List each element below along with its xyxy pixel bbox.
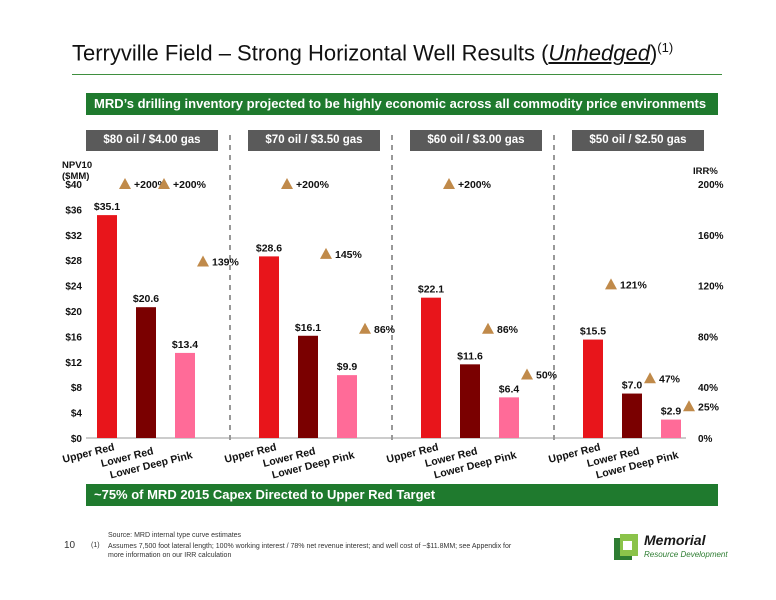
irr-value-label: +200% [296,179,330,191]
title-unhedged: Unhedged [548,40,650,66]
bar-2-3 [337,375,357,438]
left-tick-label: $16 [65,332,82,343]
bar-3-2 [460,364,480,438]
logo-name: Memorial [644,532,706,548]
bar-4-2 [622,393,642,438]
left-tick-label: $28 [65,256,82,267]
left-tick-label: $8 [71,383,83,394]
capex-banner: ~75% of MRD 2015 Capex Directed to Upper… [86,484,718,506]
irr-value-label: 86% [374,324,396,336]
scenario-header-3: $60 oil / $3.00 gas [410,130,542,151]
company-logo: Memorial Resource Development [612,528,732,568]
irr-marker-icon [644,372,656,384]
right-axis-title: IRR% [693,166,718,177]
left-tick-label: $12 [65,358,82,369]
key-message-banner: MRD’s drilling inventory projected to be… [86,93,718,115]
right-tick-label: 160% [698,231,724,242]
bar-value-label: $20.6 [133,293,159,305]
left-tick-label: $32 [65,231,82,242]
irr-marker-icon [683,400,695,412]
bar-3-1 [421,297,441,438]
irr-value-label: +200% [458,179,492,191]
left-axis-title-line1: NPV10 [62,160,92,171]
scenario-dividers [229,135,555,442]
page-title: Terryville Field – Strong Horizontal Wel… [72,40,674,66]
irr-value-label: 47% [659,373,681,385]
irr-marker-icon [443,178,455,189]
bar-2-1 [259,256,279,438]
irr-markers: +200% +200%139%+200%145%86%+200%86%50%121… [119,178,720,413]
bar-value-label: $7.0 [622,380,643,392]
right-tick-label: 200% [698,180,724,191]
scenario-header-1: $80 oil / $4.00 gas [86,130,218,151]
bar-value-label: $11.6 [457,350,483,362]
irr-value-label: 145% [335,249,363,261]
bar-value-label: $22.1 [418,284,444,296]
irr-marker-icon [119,178,131,189]
irr-marker-icon [521,368,533,380]
irr-value-label: 86% [497,324,519,336]
footnote-text: Assumes 7,500 foot lateral length; 100% … [108,543,512,559]
irr-marker-icon [605,278,617,290]
bar-3-3 [499,397,519,438]
bar-1-1 [97,215,117,438]
bar-2-2 [298,335,318,438]
bar-4-3 [661,419,681,438]
right-tick-label: 40% [698,383,718,394]
irr-value-label: 50% [536,370,558,382]
irr-marker-icon [359,322,371,334]
footnote-number: (1) [91,542,100,549]
bar-value-label: $15.5 [580,326,606,338]
bar-value-label: $2.9 [661,406,682,418]
bar-value-label: $13.4 [172,339,198,351]
bars: $35.1 $20.6 $13.4 $28.6 $16.1 $9.9 $22.1 $11.6 $… [94,201,682,438]
left-tick-label: $24 [65,282,82,293]
irr-value-label: 139% [212,256,240,268]
scenario-header-2: $70 oil / $3.50 gas [248,130,380,151]
title-divider [72,74,722,75]
bar-value-label: $9.9 [337,361,358,373]
irr-marker-icon [158,178,170,189]
right-tick-label: 0% [698,434,713,445]
irr-marker-icon [320,247,332,259]
logo-mark-icon [614,534,638,560]
left-tick-label: $4 [71,409,83,420]
bar-value-label: $16.1 [295,322,321,334]
logo-tagline: Resource Development [644,550,728,559]
bar-1-2 [136,307,156,438]
left-tick-label: $20 [65,307,82,318]
left-axis-title-line2: ($MM) [62,171,89,182]
irr-value-label: 121% [620,279,648,291]
source-note: Source: MRD internal type curve estimate… [108,532,242,539]
irr-marker-icon [197,255,209,267]
bar-1-3 [175,352,195,438]
irr-value-label: +200% [173,179,207,191]
bar-value-label: $28.6 [256,242,282,254]
bar-value-label: $35.1 [94,201,120,213]
page-number: 10 [64,540,76,551]
bar-4-1 [583,339,603,438]
left-tick-label: $40 [65,180,82,191]
right-tick-label: 80% [698,332,718,343]
bar-value-label: $6.4 [499,383,520,395]
left-tick-label: $0 [71,434,83,445]
right-tick-label: 120% [698,282,724,293]
irr-value-label: 25% [698,401,720,413]
left-tick-label: $36 [65,205,82,216]
scenario-header-4: $50 oil / $2.50 gas [572,130,704,151]
irr-marker-icon [281,178,293,189]
irr-marker-icon [482,322,494,334]
title-footnote-marker: (1) [657,40,674,55]
